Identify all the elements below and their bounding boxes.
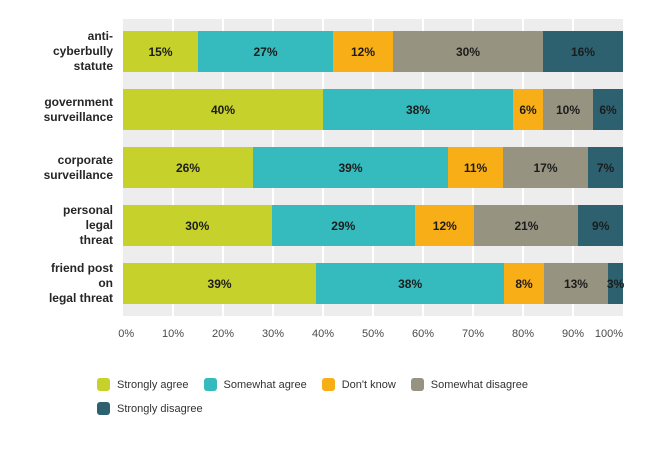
legend-item: Somewhat disagree — [410, 377, 529, 392]
category-label: government surveillance — [43, 94, 113, 124]
bar-segment: 16% — [543, 31, 623, 72]
segment-value-label: 17% — [533, 160, 558, 175]
category-label: personal legal threat — [62, 203, 113, 247]
segment-value-label: 12% — [432, 218, 457, 233]
legend-item: Strongly agree — [97, 377, 189, 392]
bar-row: 30% 29% 12% 21% 9% — [123, 205, 623, 246]
segment-value-label: 39% — [207, 276, 232, 291]
legend-swatch — [410, 378, 424, 391]
bar-segment: 38% — [323, 89, 513, 130]
bar-segment: 29% — [271, 205, 416, 246]
bar-segment: 38% — [316, 263, 505, 304]
bar-segment: 40% — [123, 89, 323, 130]
x-axis-tick-label: 60% — [411, 328, 435, 340]
legend-label: Don't know — [341, 378, 396, 391]
x-axis-tick-label: 40% — [311, 328, 335, 340]
legend-swatch — [203, 378, 217, 391]
segment-value-label: 38% — [398, 276, 423, 291]
bar-segment: 27% — [198, 31, 333, 72]
bar-segment: 6% — [593, 89, 623, 130]
segment-value-label: 16% — [570, 44, 596, 59]
legend-swatch — [97, 402, 110, 415]
legend-swatch — [97, 378, 110, 391]
bar-row: 15% 27% 12% 30% 16% — [123, 31, 623, 72]
x-axis-tick-label: 10% — [161, 328, 185, 340]
bar-row: 26% 39% 11% 17% 7% — [123, 147, 623, 188]
segment-value-label: 7% — [596, 160, 615, 175]
bar-segment: 12% — [333, 31, 393, 72]
segment-value-label: 6% — [599, 102, 617, 117]
bar-row: 40% 38% 6% 10% 6% — [123, 89, 623, 130]
segment-value-label: 30% — [455, 44, 481, 59]
legend: Strongly agree Somewhat agree Don't know So… — [97, 377, 597, 416]
x-axis-tick-label: 80% — [511, 328, 535, 340]
legend-label: Somewhat disagree — [430, 378, 529, 391]
segment-value-label: 27% — [253, 44, 278, 59]
x-axis-tick-label: 70% — [461, 328, 485, 340]
bar-segment: 8% — [504, 263, 544, 304]
legend-label: Strongly disagree — [117, 402, 203, 415]
category-label: anti- cyberbully statute — [52, 29, 113, 73]
segment-value-label: 39% — [338, 160, 363, 175]
legend-label: Strongly agree — [117, 378, 189, 391]
bar-segment: 11% — [448, 147, 503, 188]
segment-value-label: 40% — [210, 102, 236, 117]
x-axis: 0% 10% 20% 30% 40% 50% 60% 70% 80% 90% 100% — [118, 316, 623, 346]
plot-area: 15% 27% 12% 30% 16% 40% 38% 6% 10% 6% 26% 39% 11% 17%… — [123, 19, 625, 316]
segment-value-label: 11% — [463, 160, 488, 175]
bar-segment: 9% — [578, 205, 623, 246]
segment-value-label: 30% — [185, 218, 210, 233]
bar-row: 39% 38% 8% 13% 3% — [123, 263, 625, 304]
x-axis-tick-label: 100% — [594, 328, 623, 340]
bar-segment: 7% — [588, 147, 623, 188]
segment-value-label: 15% — [148, 44, 173, 59]
bar-segment: 17% — [503, 147, 588, 188]
segment-value-label: 9% — [592, 218, 610, 233]
bar-segment: 26% — [123, 147, 253, 188]
legend-item: Don't know — [321, 377, 396, 392]
bar-segment: 12% — [415, 205, 475, 246]
category-axis: anti- cyberbully statute government surve… — [0, 19, 118, 316]
legend-label: Somewhat agree — [223, 378, 307, 391]
x-axis-tick-label: 50% — [361, 328, 385, 340]
segment-value-label: 29% — [331, 218, 356, 233]
x-axis-tick-label: 0% — [118, 328, 135, 340]
bar-segment: 21% — [474, 205, 579, 246]
x-axis-tick-label: 20% — [211, 328, 235, 340]
segment-value-label: 6% — [519, 102, 537, 117]
bar-segment: 30% — [393, 31, 543, 72]
bar-segment: 15% — [123, 31, 198, 72]
bar-segment: 13% — [543, 263, 609, 304]
category-label: friend post on legal threat — [48, 261, 113, 305]
bar-segment: 3% — [606, 263, 625, 304]
segment-value-label: 21% — [514, 218, 539, 233]
legend-item: Somewhat agree — [203, 377, 307, 392]
bar-segment: 39% — [123, 263, 317, 304]
segment-value-label: 38% — [405, 102, 431, 117]
bar-segment: 30% — [123, 205, 272, 246]
segment-value-label: 12% — [350, 44, 376, 59]
x-axis-tick-label: 30% — [261, 328, 285, 340]
bar-segment: 39% — [253, 147, 448, 188]
bar-segment: 10% — [543, 89, 593, 130]
segment-value-label: 3% — [606, 276, 625, 291]
legend-swatch — [321, 378, 335, 391]
x-axis-tick-label: 90% — [561, 328, 585, 340]
segment-value-label: 13% — [563, 276, 588, 291]
segment-value-label: 26% — [175, 160, 201, 175]
segment-value-label: 10% — [555, 102, 581, 117]
category-label: corporate surveillance — [43, 152, 113, 182]
segment-value-label: 8% — [515, 276, 533, 291]
legend-item: Strongly disagree — [97, 401, 203, 416]
bar-segment: 6% — [513, 89, 543, 130]
